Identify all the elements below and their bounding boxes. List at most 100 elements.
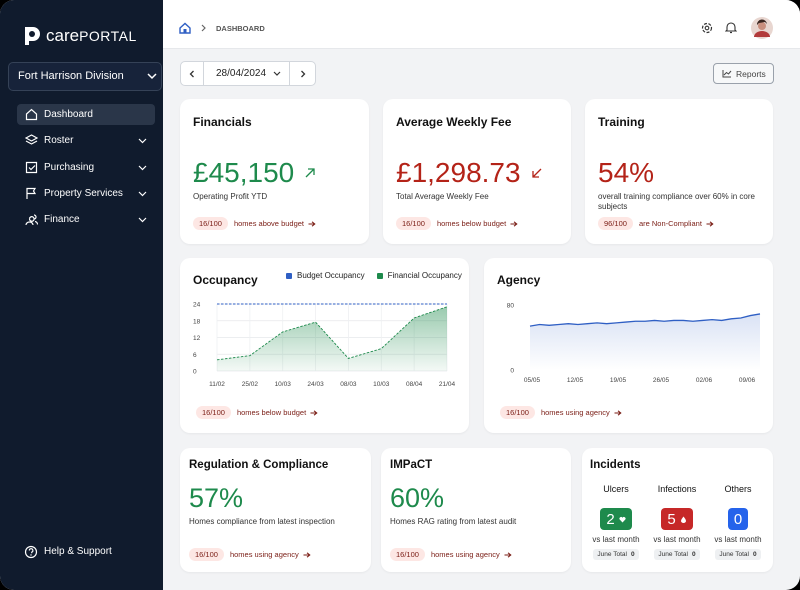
legend-label: Budget Occupancy (297, 271, 365, 280)
breadcrumb-sep (201, 24, 206, 32)
incident-count: 2 (600, 508, 632, 530)
x-tick-label: 08/04 (406, 381, 423, 388)
badge-link[interactable]: homes using agency (540, 408, 610, 417)
area (217, 306, 447, 371)
brand-prefix: care (46, 26, 80, 45)
link-arrow (308, 220, 316, 227)
home-icon[interactable] (179, 22, 191, 34)
trend-arrow (531, 168, 542, 178)
bell-icon[interactable] (725, 21, 737, 34)
nav-item[interactable]: Purchasing (17, 157, 155, 178)
x-tick-label: 25/02 (242, 381, 259, 388)
card-caption: Homes compliance from latest inspection (189, 517, 335, 526)
legend-label: Financial Occupancy (387, 271, 462, 280)
link-arrow (504, 551, 512, 558)
badge-link[interactable]: homes below budget (436, 219, 507, 228)
card-title: Occupancy (193, 273, 258, 287)
x-tick-label: 02/06 (696, 377, 713, 384)
total-value: 0 (691, 551, 696, 558)
nav-icon (25, 108, 38, 121)
card-value: 57% (189, 483, 244, 513)
card-title: Agency (497, 273, 541, 287)
card-value: 60% (390, 483, 445, 513)
series-line (529, 313, 761, 327)
value-row: 60% (390, 483, 444, 514)
prev-date[interactable] (189, 70, 195, 78)
date-label[interactable]: 28/04/2024 (216, 68, 267, 79)
logo-icon (25, 27, 40, 45)
incident-trend: vs last month (653, 535, 701, 544)
count-icon (619, 516, 626, 522)
arrow-path (303, 551, 311, 558)
card-title: Incidents (590, 459, 641, 471)
june-total: June Total 0 (715, 549, 761, 560)
nav-icon (25, 214, 38, 226)
x-tick-label: 08/03 (340, 381, 357, 388)
icon-path (25, 214, 38, 226)
x-tick-label: 10/03 (275, 381, 292, 388)
nav-item[interactable]: Roster (17, 130, 155, 151)
count-icon (680, 516, 686, 523)
total-value: 0 (630, 551, 635, 558)
count-value: 2 (606, 510, 615, 528)
division-select[interactable]: Fort Harrison Division (8, 62, 162, 91)
card-title: Regulation & Compliance (189, 459, 329, 471)
nav-item[interactable]: Dashboard (17, 104, 155, 125)
card-caption: Total Average Weekly Fee (396, 192, 489, 201)
badge-link[interactable]: homes using agency (229, 550, 299, 559)
nav-item[interactable]: Property Services (17, 183, 155, 204)
division-label: Fort Harrison Division (18, 70, 124, 82)
reports-label: Reports (736, 69, 766, 79)
stat-card: IMPaCT 60% Homes RAG rating from latest au… (381, 448, 571, 572)
nav-icon (25, 161, 38, 173)
badge: 16/100 (193, 217, 228, 230)
next-date[interactable] (300, 70, 306, 78)
x-tick-label: 12/05 (567, 377, 584, 384)
arrow-path (310, 409, 318, 416)
reports-button[interactable]: Reports (713, 63, 774, 84)
chevron (138, 191, 147, 197)
value-row: 57% (189, 483, 243, 514)
avatar[interactable] (751, 17, 773, 39)
divider (289, 62, 290, 85)
incident-trend: vs last month (592, 535, 640, 544)
settings-icon[interactable] (701, 22, 713, 34)
y-tick-label: 18 (193, 318, 201, 325)
help-link[interactable]: Help & Support (44, 546, 112, 557)
badge-link[interactable]: homes below budget (236, 408, 307, 417)
value-row: 54% (598, 157, 654, 189)
incident-label: Infections (657, 484, 697, 494)
badge: 16/100 (189, 548, 224, 561)
incident-label: Others (724, 484, 752, 494)
arrow-path (706, 220, 714, 227)
badge-link[interactable]: are Non-Compliant (638, 219, 702, 228)
badge-link[interactable]: homes using agency (430, 550, 500, 559)
link-arrow (310, 409, 318, 416)
badge-row: 16/100 homes below budget (196, 406, 318, 419)
badge: 16/100 (196, 406, 231, 419)
x-tick-label: 21/04 (439, 381, 456, 388)
link-arrow (614, 409, 622, 416)
card-caption: Operating Profit YTD (193, 192, 268, 201)
arrow-path (305, 168, 315, 178)
y-tick-label: 0 (193, 369, 197, 376)
incident-label: Ulcers (603, 484, 629, 494)
nav-icon (26, 187, 37, 199)
chevron-path (138, 165, 147, 170)
nav-item[interactable]: Finance (17, 209, 155, 230)
chevron-path (138, 191, 147, 197)
agency-card: Agency 0 80 05/05 12/05 19/05 26/05 02/06 09/06 1… (484, 258, 773, 433)
card-caption: overall training compliance over 60% in … (598, 192, 755, 211)
stat-card: Regulation & Compliance 57% Homes complian… (180, 448, 371, 572)
badge: 96/100 (598, 217, 633, 230)
x-tick-label: 11/02 (209, 381, 225, 388)
badge-link[interactable]: homes above budget (233, 219, 305, 228)
total-value: 0 (752, 551, 757, 558)
date-picker: 28/04/2024 (180, 61, 316, 86)
total-label: June Total (719, 551, 749, 558)
nav-label: Finance (44, 214, 80, 226)
x-tick-label: 09/06 (739, 377, 756, 384)
series-line (216, 306, 448, 361)
